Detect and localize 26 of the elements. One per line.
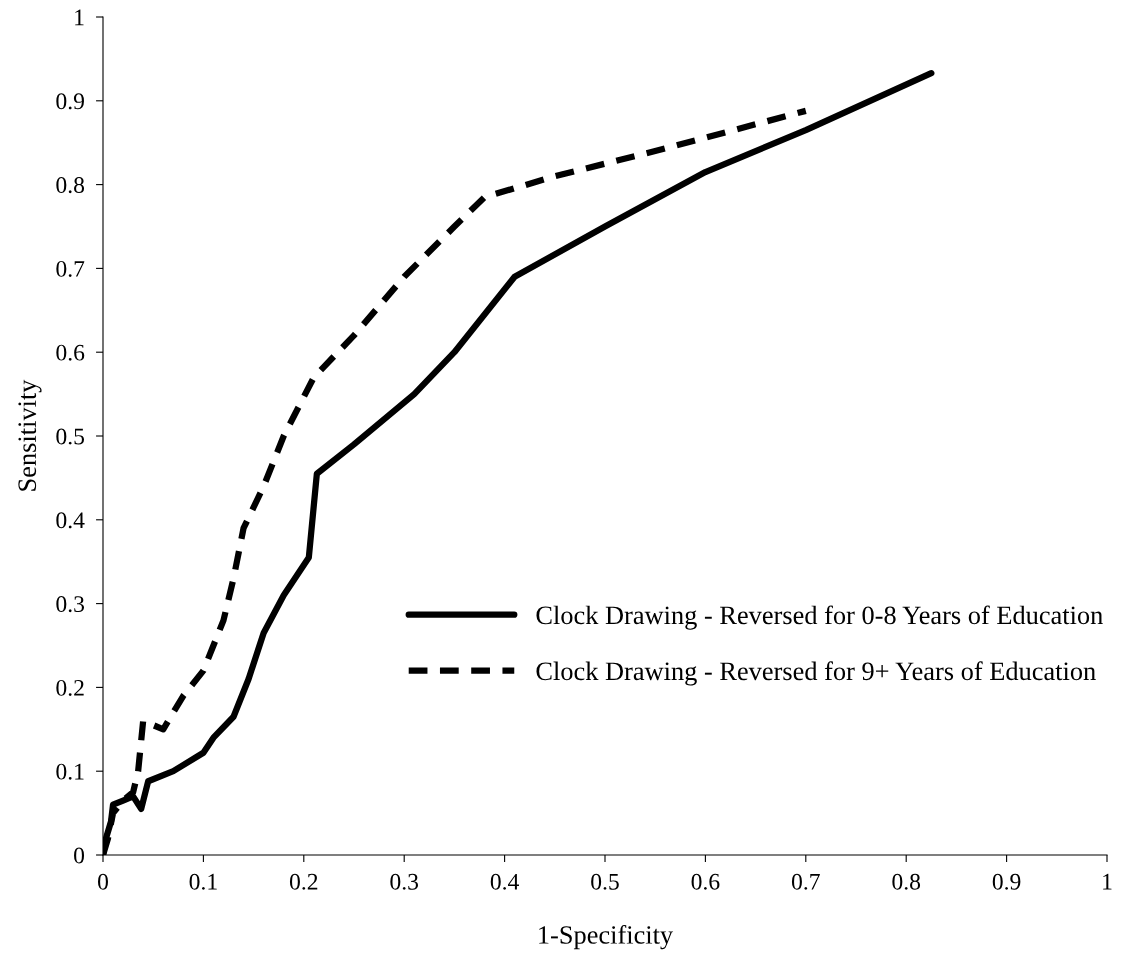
x-axis-title: 1-Specificity xyxy=(539,925,674,950)
legend-label: Clock Drawing - Reversed for 0-8 Years of Education xyxy=(536,605,1103,630)
x-tick-label: 0.9 xyxy=(992,873,1021,890)
y-tick-label: 0.1 xyxy=(56,763,84,780)
x-tick-label: 0.1 xyxy=(189,873,217,890)
y-tick-label: 0.4 xyxy=(56,512,85,529)
y-tick-label: 0.7 xyxy=(56,260,85,277)
x-tick-label: 0.8 xyxy=(892,873,921,890)
x-tick-label: 0.7 xyxy=(791,873,820,890)
y-tick-label: 0.8 xyxy=(56,177,85,194)
x-tick-label: 0.2 xyxy=(289,873,318,890)
y-axis-title: Sensitivity xyxy=(18,379,42,491)
x-tick-label: 0.6 xyxy=(691,873,720,890)
x-tick-label: 0.3 xyxy=(390,873,419,890)
y-tick-label: 0.9 xyxy=(56,93,84,110)
y-tick-label: 0.2 xyxy=(56,679,84,696)
x-tick-label: 0 xyxy=(98,873,108,890)
y-tick-label: 1 xyxy=(75,9,84,26)
x-tick-label: 0.5 xyxy=(591,873,619,890)
legend-label: Clock Drawing - Reversed for 9+ Years of Education xyxy=(536,661,1096,686)
x-tick-label: 0.4 xyxy=(490,873,519,890)
x-tick-label: 1 xyxy=(1103,873,1112,890)
y-tick-label: 0.6 xyxy=(56,344,85,361)
y-tick-label: 0.5 xyxy=(56,428,85,445)
y-tick-label: 0.3 xyxy=(56,596,85,613)
y-tick-label: 0 xyxy=(74,847,85,864)
